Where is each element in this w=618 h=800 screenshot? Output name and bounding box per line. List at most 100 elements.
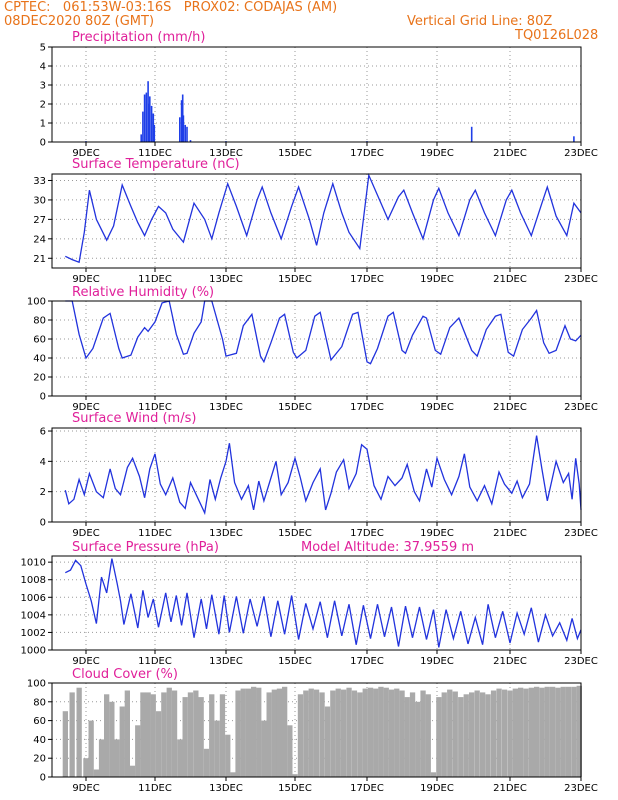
cloud-bar [119,706,125,777]
y-tick-label: 4 [40,457,46,468]
cloud-bar [447,689,453,777]
cloud-bar [308,688,314,777]
cloud-bar [209,694,215,777]
cloud-bar [261,720,267,777]
x-tick-label: 19DEC [420,783,454,794]
cloud-bar [415,701,421,777]
cloud-bar [490,690,497,777]
y-tick-label: 27 [33,215,46,226]
cloud-bar [560,686,566,777]
cloud-bar [187,692,194,777]
cloud-bar [430,772,437,777]
y-tick-label: 5 [40,43,46,54]
cloud-bar [69,692,75,777]
x-tick-label: 23DEC [564,783,598,794]
cloud-bar [539,687,545,777]
x-tick-label: 17DEC [350,528,384,539]
panel-frame [51,555,582,651]
series-line [65,300,582,365]
cloud-bar [140,692,146,777]
x-tick-label: 11DEC [138,274,172,285]
cloud-bar [256,687,262,777]
cloud-bar [404,697,410,777]
x-tick-label: 17DEC [350,274,384,285]
y-tick-label: 1010 [21,558,46,569]
x-tick-label: 23DEC [564,528,598,539]
x-tick-label: 23DEC [564,148,598,159]
cloud-bar [463,694,469,777]
cloud-bar [351,690,358,777]
panel-title: Relative Humidity (%) [72,285,214,300]
precip-bar [142,111,144,142]
precip-bar [179,117,181,142]
cloud-bar [313,689,320,777]
precip-bar [180,100,183,142]
cloud-bar [225,734,231,777]
cloud-bar [235,690,241,777]
cloud-bar [203,748,210,777]
cloud-bar [399,690,405,777]
x-tick-label: 17DEC [350,783,384,794]
cloud-bar [409,692,416,777]
x-tick-label: 21DEC [493,656,527,667]
cloud-bar [436,697,442,777]
x-tick-label: 19DEC [420,528,454,539]
y-tick-label: 24 [33,234,46,245]
cloud-bar [145,692,151,777]
cloud-bar [171,690,178,777]
cloud-bar [335,688,341,777]
precip-bar [184,124,186,142]
x-tick-label: 21DEC [493,528,527,539]
x-tick-label: 13DEC [209,528,243,539]
x-tick-label: 19DEC [420,148,454,159]
cloud-bar [276,688,283,777]
precip-bar [149,96,151,142]
x-tick-label: 21DEC [493,783,527,794]
cloud-bar [282,686,288,777]
cloud-bar [124,690,130,777]
series-line [64,435,582,516]
cloud-bar [357,692,363,777]
x-tick-label: 9DEC [72,402,99,413]
series-line [65,558,582,648]
cloud-bar [240,688,246,777]
series-line [65,172,582,264]
header-station-line: CPTEC: 061:53W-03:16S PROX02: CODAJAS (A… [4,0,338,15]
x-tick-label: 11DEC [138,783,172,794]
x-tick-label: 15DEC [278,402,312,413]
cloud-bar [565,686,572,777]
precip-bar [152,113,155,142]
cloud-bar [388,689,395,777]
cloud-bar [346,687,352,777]
cloud-bar [452,691,458,777]
cloud-bar [518,687,524,777]
cloud-bar [555,687,561,777]
precip-bar [573,136,575,142]
y-tick-label: 2 [40,487,46,498]
cloud-bar [198,697,204,777]
x-tick-label: 23DEC [564,656,598,667]
cloud-bar [512,688,518,777]
cloud-bar [534,686,540,777]
precip-bar [153,124,156,142]
panel-frame [51,427,582,523]
cloud-bar [303,690,309,777]
x-tick-label: 13DEC [209,148,243,159]
x-tick-label: 15DEC [278,656,312,667]
cloud-bar [292,774,298,777]
cloud-bar [182,697,188,777]
y-tick-label: 0 [40,518,46,529]
cloud-bar [114,739,120,777]
x-tick-label: 11DEC [138,528,172,539]
x-tick-label: 15DEC [278,148,312,159]
x-tick-label: 21DEC [493,274,527,285]
x-tick-label: 15DEC [278,274,312,285]
x-tick-label: 21DEC [493,402,527,413]
cloud-bar [230,772,236,777]
x-tick-label: 23DEC [564,402,598,413]
x-tick-label: 9DEC [72,148,99,159]
x-tick-label: 13DEC [209,274,243,285]
cloud-bar [83,758,89,777]
y-tick-label: 40 [33,735,46,746]
